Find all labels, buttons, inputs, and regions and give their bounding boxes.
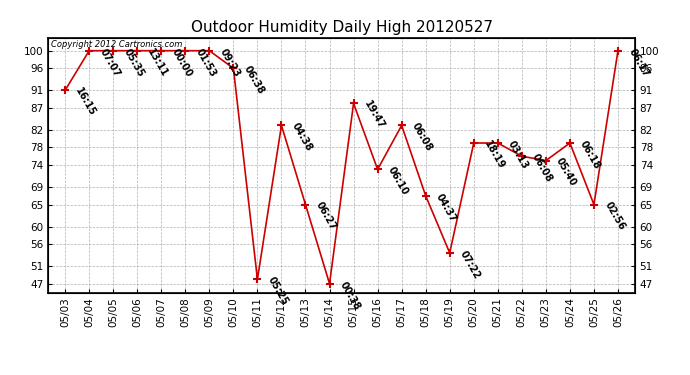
Text: 06:08: 06:08	[410, 121, 434, 153]
Text: 01:53: 01:53	[194, 46, 218, 78]
Text: 00:00: 00:00	[170, 46, 194, 78]
Text: 05:35: 05:35	[121, 46, 146, 78]
Text: 04:38: 04:38	[290, 121, 314, 153]
Text: 18:19: 18:19	[482, 139, 506, 171]
Text: 19:47: 19:47	[362, 99, 386, 131]
Text: 09:23: 09:23	[217, 46, 241, 78]
Title: Outdoor Humidity Daily High 20120527: Outdoor Humidity Daily High 20120527	[190, 20, 493, 35]
Text: 06:08: 06:08	[530, 152, 554, 184]
Text: 06:27: 06:27	[314, 200, 338, 232]
Text: 07:07: 07:07	[97, 46, 121, 78]
Text: 13:11: 13:11	[146, 46, 170, 78]
Text: Copyright 2012 Cartronics.com: Copyright 2012 Cartronics.com	[51, 40, 183, 49]
Text: 00:38: 00:38	[338, 279, 362, 312]
Text: 02:56: 02:56	[602, 200, 627, 232]
Text: 04:37: 04:37	[434, 192, 458, 224]
Text: 06:38: 06:38	[241, 64, 266, 96]
Text: 03:13: 03:13	[506, 139, 531, 171]
Text: 06:10: 06:10	[386, 165, 410, 197]
Text: 05:25: 05:25	[266, 275, 290, 307]
Text: 16:15: 16:15	[73, 86, 97, 118]
Text: 07:22: 07:22	[458, 249, 482, 280]
Text: 06:17: 06:17	[627, 46, 651, 78]
Text: 06:18: 06:18	[578, 139, 602, 171]
Text: 05:40: 05:40	[554, 156, 578, 188]
